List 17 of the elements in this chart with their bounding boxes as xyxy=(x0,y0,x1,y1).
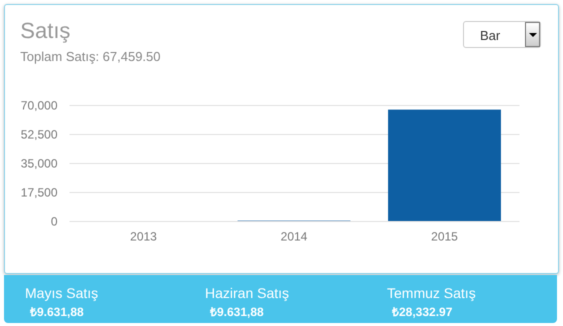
text: ₺9.631,88 xyxy=(30,304,85,320)
chart-subtitle: Toplam Satış: 67,459.50 xyxy=(20,49,160,64)
x-tick-label: 2015 xyxy=(431,230,458,244)
y-tick-label: 17,500 xyxy=(20,186,58,200)
y-tick-label: 0 xyxy=(50,214,58,228)
chart-title: Satış xyxy=(20,18,70,43)
text: Temmuz Satış xyxy=(387,285,476,301)
y-tick-label: 70,000 xyxy=(20,98,58,112)
x-tick-label: 2013 xyxy=(130,230,158,244)
text: ₺28,332.97 xyxy=(392,304,454,320)
y-tick-label: 52,500 xyxy=(20,128,58,142)
text: Haziran Satış xyxy=(205,285,290,301)
text: ₺9.631,88 xyxy=(210,304,265,320)
y-tick-label: 35,000 xyxy=(20,156,58,170)
text: Mayıs Satış xyxy=(25,285,98,301)
x-tick-label: 2014 xyxy=(280,230,308,244)
text: Bar xyxy=(480,28,500,43)
